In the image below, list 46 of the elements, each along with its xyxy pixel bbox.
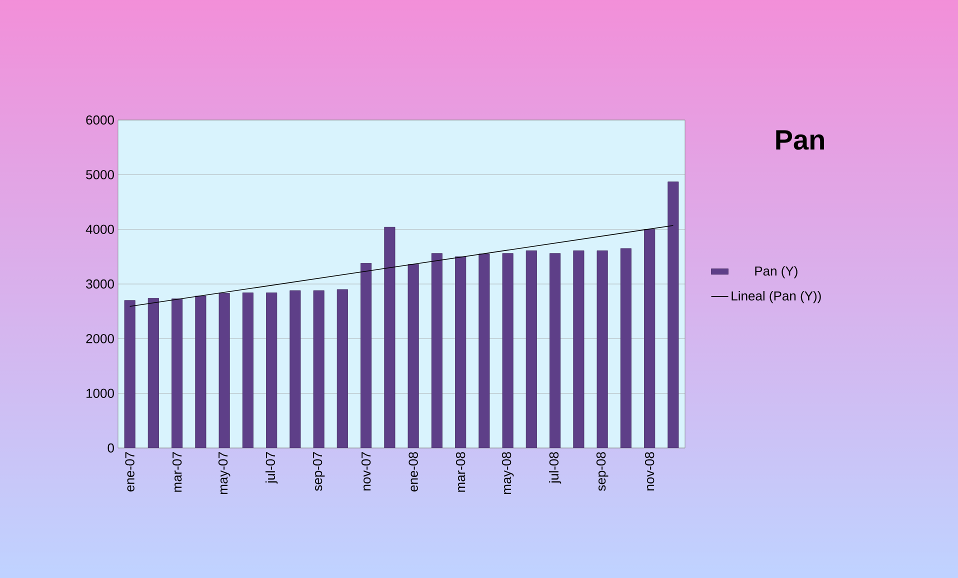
- legend-label: Lineal (Pan (Y)): [732, 290, 821, 304]
- bar: [313, 290, 324, 448]
- bar: [431, 253, 442, 448]
- bar: [596, 250, 608, 448]
- bar: [408, 264, 419, 448]
- bar: [550, 253, 561, 448]
- y-tick-label: 4000: [86, 224, 114, 234]
- bar: [218, 293, 230, 448]
- x-tick-label: sep-07: [312, 452, 325, 491]
- x-tick-label: mar-08: [456, 452, 466, 492]
- bar: [172, 298, 183, 448]
- bar: [573, 250, 584, 448]
- legend-label: Pan (Y): [755, 266, 798, 278]
- y-tick-label: 1000: [86, 388, 114, 398]
- x-tick-label: mar-07: [172, 452, 182, 492]
- x-tick-label: nov-07: [361, 452, 371, 490]
- y-tick-label: 2000: [86, 334, 114, 344]
- bar: [384, 226, 396, 448]
- x-tick-label: nov-08: [644, 452, 654, 490]
- bar: [336, 289, 348, 448]
- bar: [455, 256, 466, 448]
- x-tick-label: may-07: [218, 452, 230, 494]
- bar: [668, 182, 679, 448]
- x-tick-label: jul-08: [549, 452, 562, 484]
- y-tick-label: 0: [108, 443, 114, 453]
- bar: [242, 292, 254, 448]
- bar: [148, 298, 159, 448]
- bar: [266, 292, 278, 448]
- bar: [195, 296, 206, 448]
- x-tick-label: sep-08: [596, 452, 608, 491]
- bar: [124, 300, 136, 448]
- bar: [644, 229, 656, 448]
- y-tick-label: 3000: [86, 279, 114, 289]
- bar: [478, 254, 490, 448]
- y-tick-label: 5000: [86, 170, 114, 180]
- y-tick-label: 6000: [86, 115, 114, 125]
- bar: [620, 248, 632, 448]
- bar: [360, 263, 372, 448]
- x-tick-label: jul-07: [266, 452, 278, 484]
- x-tick-label: ene-08: [408, 452, 418, 492]
- bar: [526, 250, 537, 448]
- x-tick-label: ene-07: [125, 452, 134, 492]
- bar: [290, 290, 301, 448]
- x-tick-label: may-08: [502, 452, 514, 494]
- text: Pan: [776, 130, 824, 150]
- bar: [502, 253, 514, 448]
